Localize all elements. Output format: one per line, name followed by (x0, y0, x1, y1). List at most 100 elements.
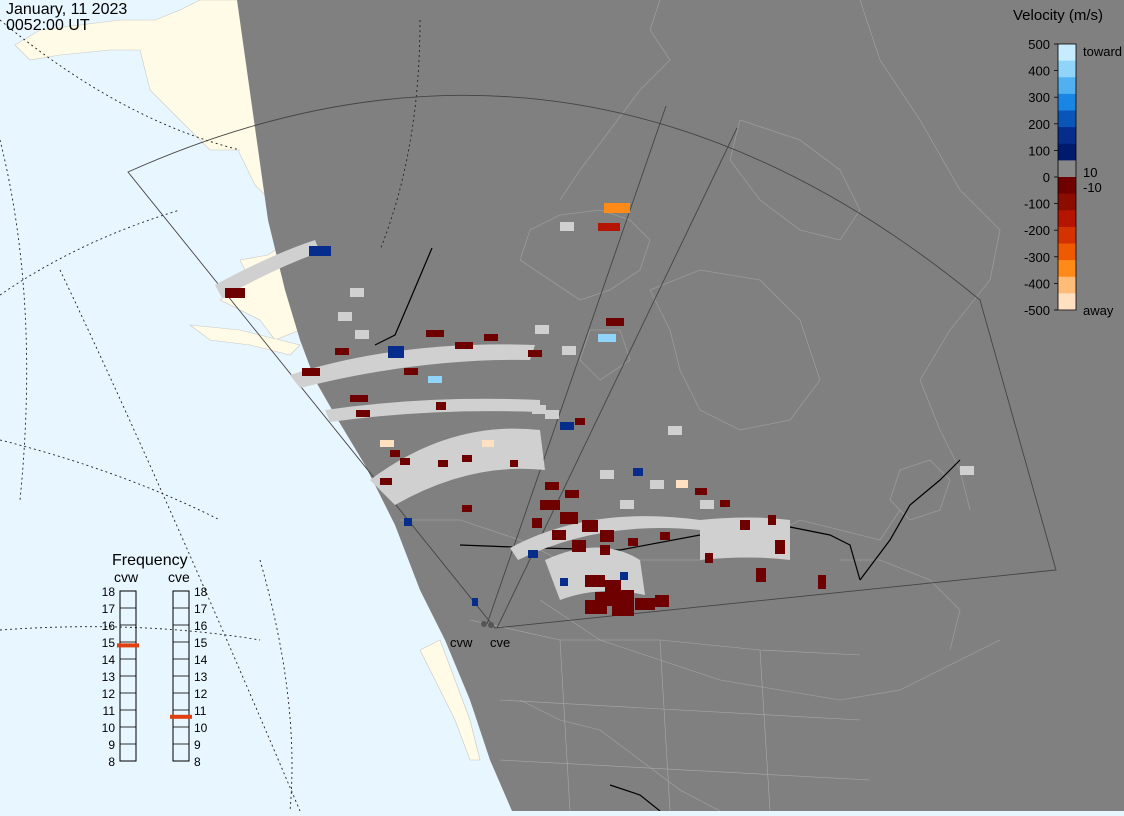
velocity-cell (388, 346, 404, 358)
velocity-cell (438, 460, 448, 467)
gauge-tick-label: 16 (102, 619, 116, 633)
velocity-cell (605, 580, 621, 592)
colorbar-tick-label: -500 (1024, 303, 1050, 318)
colorbar (1057, 43, 1077, 311)
scatter-cell (700, 500, 714, 509)
scatter-cell (535, 325, 549, 334)
colorbar-swatch (1058, 293, 1076, 311)
velocity-cell (400, 458, 410, 465)
coastlines (400, 0, 1001, 812)
night-region (237, 0, 1124, 811)
land-bc-coast (419, 639, 481, 761)
scatter-cell (650, 480, 664, 489)
gauge-tick-label: 11 (194, 704, 207, 718)
velocity-cell (540, 500, 560, 510)
colorbar-swatch (1058, 243, 1076, 261)
gauge-tick-label: 8 (108, 755, 115, 769)
colorbar-swatch (1058, 193, 1076, 211)
velocity-cells (225, 203, 826, 616)
velocity-cell (818, 575, 826, 589)
scatter-cell (620, 500, 634, 509)
gauge-tick-label: 15 (102, 636, 116, 650)
velocity-cell (565, 490, 579, 498)
velocity-cell (598, 334, 616, 342)
frequency-indicator (170, 714, 192, 719)
velocity-cell (482, 440, 494, 447)
gauge-tick-label: 14 (102, 653, 116, 667)
velocity-cell (356, 410, 370, 417)
gauge-tick-label: 10 (102, 721, 116, 735)
velocity-cell (775, 540, 785, 554)
velocity-cell (598, 223, 620, 231)
frequency-gauge-cvw: 18 17 16 15 14 13 12 11 10 9 8 (102, 585, 139, 769)
velocity-cell (575, 418, 585, 425)
velocity-cell (604, 203, 630, 213)
velocity-cell (585, 575, 605, 587)
velocity-cell (628, 538, 638, 546)
velocity-cell (585, 600, 607, 614)
scatter-cell (338, 312, 352, 321)
gauge-tick-label: 8 (194, 755, 201, 769)
velocity-cell (572, 540, 586, 552)
colorbar-swatch (1058, 177, 1076, 195)
fov-outline (127, 94, 1057, 629)
velocity-cell (612, 602, 634, 616)
velocity-cell (633, 468, 643, 476)
velocity-cell (560, 578, 568, 586)
velocity-cell (756, 568, 766, 582)
gauge-tick-label: 12 (194, 687, 208, 701)
gauge-tick-label: 13 (102, 670, 116, 684)
velocity-cell (600, 545, 610, 555)
velocity-cell (532, 518, 542, 528)
scatter-band (290, 344, 535, 388)
radar-site-cvw (481, 621, 487, 627)
velocity-cell (380, 440, 394, 447)
scatter-band (510, 516, 700, 560)
velocity-legend: Velocity (m/s) 500 400 300 200 100 0 -100 -200 -… (1013, 7, 1122, 318)
colorbar-ticks: 500 400 300 200 100 0 -100 -200 -300 -400 -500 (1024, 37, 1058, 318)
date-label: January, 11 2023 (6, 1, 128, 18)
frequency-gauge-cve: 18 17 16 15 14 13 12 11 10 9 8 (170, 585, 208, 769)
colorbar-swatch (1058, 127, 1076, 145)
velocity-cell (225, 288, 245, 298)
scatter-band (215, 240, 320, 298)
scatter-bands (215, 222, 974, 600)
gauge-tick-label: 11 (103, 704, 116, 718)
velocity-cell (545, 482, 559, 490)
velocity-cell (600, 530, 614, 542)
radar-label-cve: cve (490, 635, 510, 650)
colorbar-swatch (1058, 60, 1076, 78)
legend-small-positive-label: 10 (1083, 165, 1097, 180)
colorbar-swatch (1058, 77, 1076, 95)
scatter-cell (545, 410, 559, 419)
colorbar-tick-label: -200 (1024, 223, 1050, 238)
gauge-tick-label: 12 (102, 687, 116, 701)
time-label: 0052:00 UT (6, 17, 90, 34)
frequency-indicator (117, 643, 139, 648)
velocity-cell (620, 572, 628, 580)
scatter-cell (668, 426, 682, 435)
radar-label-cvw: cvw (450, 635, 473, 650)
radar-site-cve (488, 622, 494, 628)
legend-toward-label: toward (1083, 44, 1122, 59)
timestamp-header: January, 11 2023 0052:00 UT (6, 2, 127, 34)
scatter-cell (600, 470, 614, 479)
velocity-cell (606, 318, 624, 326)
frequency-title: Frequency (112, 552, 188, 569)
gauge-tick-label: 17 (102, 602, 116, 616)
gauge-tick-label: 17 (194, 602, 208, 616)
colorbar-swatch (1058, 210, 1076, 228)
velocity-cell (462, 455, 472, 462)
colorbar-tick-label: 500 (1028, 37, 1050, 52)
velocity-cell (528, 350, 542, 357)
gauge-tick-label: 18 (194, 585, 208, 599)
colorbar-tick-label: 300 (1028, 90, 1050, 105)
velocity-cell (404, 518, 412, 526)
colorbar-tick-label: -100 (1024, 197, 1050, 212)
velocity-cell (655, 595, 669, 607)
legend-small-negative-label: -10 (1083, 180, 1102, 195)
velocity-cell (436, 402, 446, 410)
colorbar-swatch (1058, 44, 1076, 62)
scatter-band (370, 428, 545, 505)
